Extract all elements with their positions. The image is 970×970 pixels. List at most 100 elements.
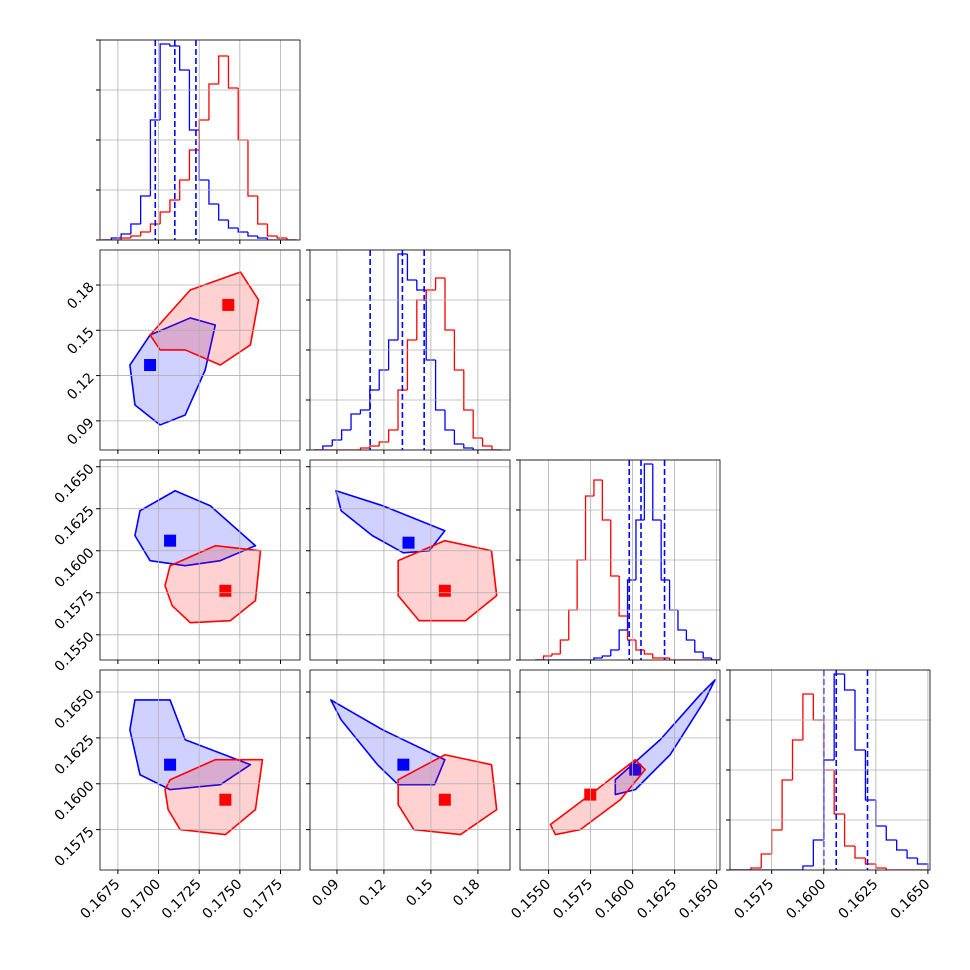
histogram-step (188, 70, 200, 131)
histogram-step (227, 220, 239, 229)
histogram-step (159, 211, 170, 224)
x-tick-label: 0.1625 (634, 876, 680, 922)
panel (330, 699, 498, 836)
histogram-step (802, 693, 814, 740)
y-tick-label: 0.09 (64, 415, 97, 448)
histogram-step (227, 56, 239, 89)
y-tick-label: 0.1650 (52, 686, 98, 732)
histogram-step (169, 199, 180, 212)
histogram-step (896, 840, 908, 851)
histogram-step (542, 655, 552, 660)
histogram-step (660, 520, 670, 581)
y-tick-label: 0.1600 (52, 778, 98, 824)
x-tick-label: 0.1675 (78, 876, 124, 922)
histogram-step (340, 429, 352, 440)
histogram-step (854, 690, 866, 751)
histogram-step (179, 46, 190, 71)
histogram-step (916, 858, 929, 870)
histogram-step (626, 579, 636, 630)
histogram-step (833, 770, 845, 815)
y-tick-label: 0.1625 (52, 732, 98, 778)
histogram-step (685, 630, 695, 641)
panel-frame (99, 39, 301, 241)
density-peak (219, 793, 232, 806)
histogram-step (472, 410, 483, 439)
histogram-step (802, 865, 814, 870)
density-peak (402, 536, 415, 549)
histogram-step (369, 445, 380, 448)
histogram-step (218, 204, 229, 221)
density-peak (222, 298, 235, 311)
histogram-step (668, 580, 678, 611)
histogram-step (864, 750, 876, 801)
histogram-step (140, 195, 151, 224)
panel-frame (519, 669, 721, 871)
y-tick-label: 0.1625 (52, 503, 98, 549)
histogram-step (771, 829, 783, 854)
contour (129, 699, 252, 791)
panel-frame (729, 669, 931, 871)
histogram-step (406, 339, 417, 390)
histogram-step (584, 495, 594, 560)
y-tick-label: 0.12 (64, 370, 97, 403)
histogram-step (875, 800, 887, 827)
histogram-step (843, 674, 855, 691)
density-peak (164, 758, 177, 771)
histogram-step (823, 720, 835, 771)
histogram-step (906, 850, 918, 859)
histogram-step (576, 559, 586, 610)
y-tick-label: 0.1650 (52, 461, 98, 507)
x-tick-label: 0.1625 (836, 876, 882, 922)
histogram-step (188, 149, 200, 180)
histogram-step (359, 409, 370, 414)
panel (129, 699, 264, 836)
histogram-step (885, 868, 897, 870)
x-tick-label: 0.1775 (240, 876, 286, 922)
x-tick-label: 0.15 (403, 876, 436, 909)
histogram-step (601, 655, 611, 658)
histogram-step (247, 232, 258, 237)
histogram-step (276, 236, 287, 239)
histogram-step (257, 236, 268, 239)
histogram-step (781, 779, 793, 830)
histogram-step (694, 640, 704, 653)
histogram-step (397, 253, 408, 340)
y-tick-label: 0.1600 (52, 545, 98, 591)
histogram-step (149, 223, 161, 232)
density-peak (438, 793, 451, 806)
x-tick-label: 0.1650 (676, 876, 722, 922)
x-tick-label: 0.18 (450, 876, 483, 909)
histogram-step (652, 654, 662, 659)
histogram-step (286, 238, 297, 240)
panel-frame (519, 459, 721, 661)
histogram-step (643, 650, 653, 655)
density-peak (397, 758, 410, 771)
histogram-step (218, 55, 229, 84)
histogram-step (812, 839, 824, 866)
histogram-step (120, 237, 131, 240)
histogram-step (875, 864, 887, 869)
panel-frame (309, 249, 511, 451)
histogram-step (159, 43, 170, 120)
histogram-step (472, 448, 483, 450)
x-tick-label: 0.1600 (592, 876, 638, 922)
panel (134, 489, 262, 624)
histogram-step (710, 658, 720, 660)
histogram-step (266, 238, 278, 240)
contour (397, 539, 498, 622)
y-tick-label: 0.18 (64, 279, 97, 312)
contour (164, 758, 264, 836)
histogram-step (854, 846, 866, 859)
x-tick-label: 0.1575 (550, 876, 596, 922)
histogram-step (618, 629, 628, 650)
histogram-step (568, 609, 578, 640)
contour (549, 758, 647, 836)
histogram-step (593, 657, 603, 660)
histogram-step (635, 640, 645, 651)
histogram-step (463, 444, 474, 449)
histogram-step (198, 130, 209, 181)
x-tick-label: 0.1700 (118, 876, 164, 922)
histogram-step (120, 233, 131, 238)
histogram-step (833, 673, 845, 760)
